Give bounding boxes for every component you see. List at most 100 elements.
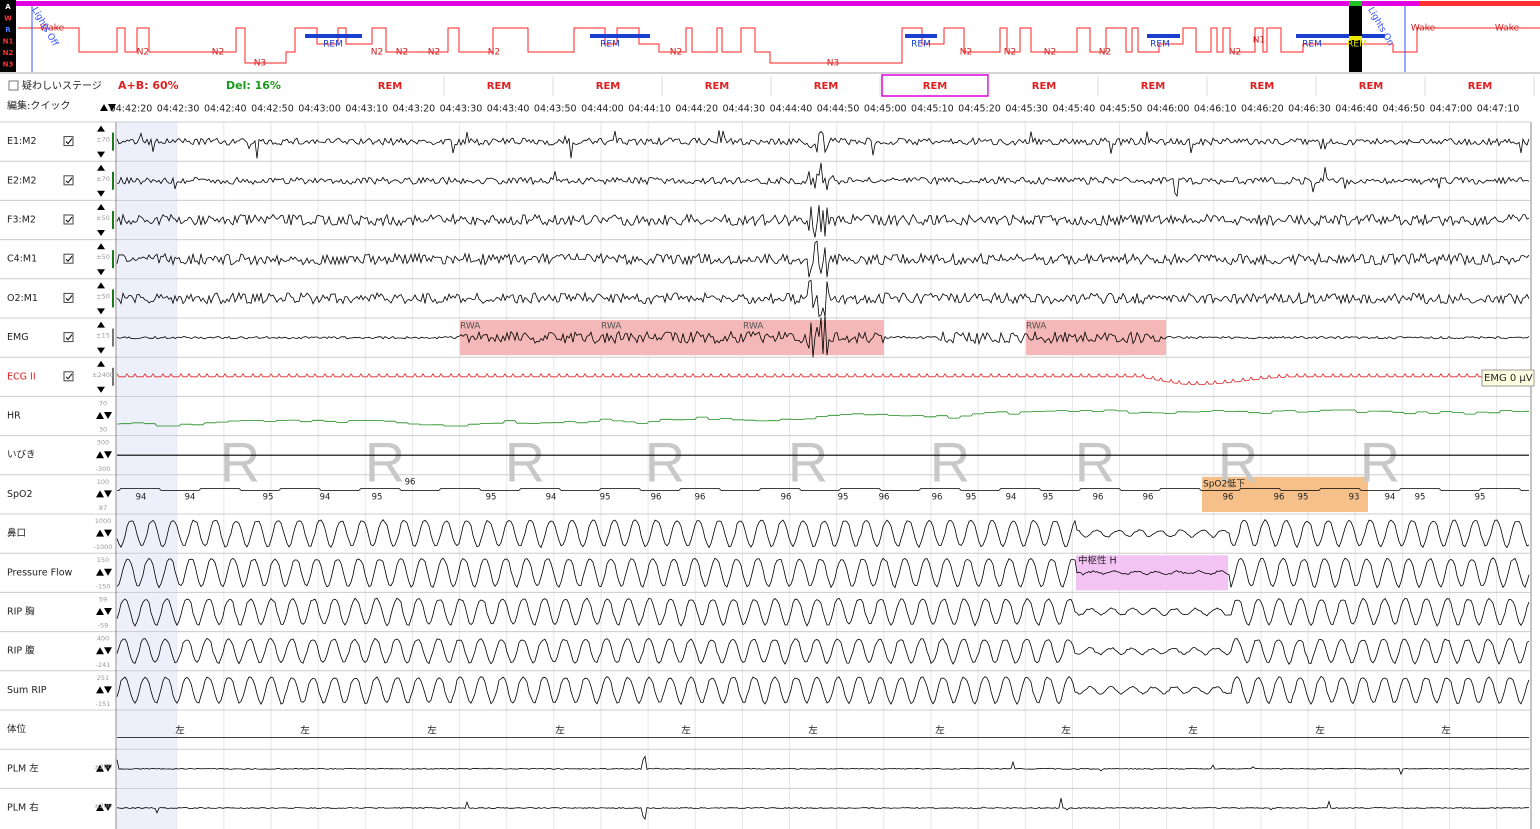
channel-scale: 1000 bbox=[95, 517, 112, 525]
scale-arrows[interactable] bbox=[96, 608, 112, 615]
scale-arrows[interactable] bbox=[96, 490, 112, 498]
epoch-stage[interactable]: REM bbox=[923, 81, 948, 92]
channel-name: HR bbox=[7, 411, 21, 422]
time-scroll-arrows[interactable] bbox=[100, 104, 116, 111]
scale-up[interactable] bbox=[97, 164, 105, 171]
channel-scale: 300 bbox=[97, 439, 109, 447]
scale-up[interactable] bbox=[97, 243, 105, 250]
channel-color bbox=[112, 171, 114, 190]
position-label: 左 bbox=[175, 725, 185, 737]
time-label: 04:42:20 bbox=[110, 104, 153, 115]
stage-key: W bbox=[4, 15, 12, 23]
scale-up[interactable] bbox=[97, 125, 105, 132]
signal-trace bbox=[116, 597, 1530, 627]
epoch-stage[interactable]: REM bbox=[814, 81, 839, 92]
channel-name: C4:M1 bbox=[7, 254, 37, 265]
scale-arrows[interactable] bbox=[96, 647, 112, 655]
epoch-stage[interactable]: REM bbox=[1032, 81, 1057, 92]
hypnogram-cursor-mark bbox=[1349, 36, 1362, 40]
spo2-value: 95 bbox=[966, 493, 977, 503]
hypnogram-label: N2 bbox=[1004, 48, 1016, 58]
time-label: 04:45:50 bbox=[1100, 104, 1143, 115]
spo2-value: 95 bbox=[1415, 493, 1426, 503]
scale-arrows[interactable] bbox=[96, 568, 112, 576]
position-label: 左 bbox=[808, 725, 818, 737]
spo2-value: 96 bbox=[1143, 493, 1154, 503]
scale-up[interactable] bbox=[97, 321, 105, 328]
scale-arrows[interactable] bbox=[96, 451, 112, 459]
hypnogram-label: N2 bbox=[670, 48, 682, 58]
time-label: 04:47:10 bbox=[1477, 104, 1520, 115]
scale-arrows[interactable] bbox=[96, 412, 112, 419]
scale-up[interactable] bbox=[97, 204, 105, 210]
scale-down[interactable] bbox=[97, 269, 105, 276]
epoch-stage[interactable]: REM bbox=[1468, 81, 1493, 92]
scale-arrows[interactable] bbox=[96, 529, 112, 537]
time-label: 04:46:30 bbox=[1288, 104, 1331, 115]
scale-down[interactable] bbox=[97, 190, 105, 197]
position-label: 左 bbox=[555, 725, 565, 737]
epoch-stage[interactable]: REM bbox=[1359, 81, 1384, 92]
epoch-stage[interactable]: REM bbox=[487, 81, 512, 92]
cursor-top bbox=[1349, 1, 1362, 6]
time-label: 04:44:40 bbox=[770, 104, 813, 115]
time-label: 04:45:00 bbox=[864, 104, 907, 115]
scale-up[interactable] bbox=[97, 360, 105, 367]
scale-down[interactable] bbox=[97, 308, 105, 315]
hypopnea-label: 中枢性 H bbox=[1078, 555, 1117, 567]
channel-checkbox[interactable] bbox=[63, 136, 74, 147]
hypnogram-label: REM bbox=[911, 40, 931, 50]
channel-checkbox[interactable] bbox=[63, 214, 74, 225]
stage-watermark: R bbox=[930, 431, 970, 494]
rwa-label: RWA bbox=[743, 322, 764, 332]
spo2-value: 95 bbox=[1475, 493, 1486, 503]
questionable-checkbox[interactable] bbox=[8, 80, 19, 91]
time-label: 04:46:40 bbox=[1335, 104, 1378, 115]
channel-name: E2:M2 bbox=[7, 175, 37, 186]
check bbox=[65, 295, 73, 302]
channel-checkbox[interactable] bbox=[63, 175, 74, 186]
spo2-value: 95 bbox=[263, 493, 274, 503]
spo2-value: 94 bbox=[136, 493, 147, 503]
time-label: 04:47:00 bbox=[1430, 104, 1473, 115]
channel-color bbox=[112, 132, 114, 151]
channel-checkbox[interactable] bbox=[63, 332, 74, 343]
spo2-value: 96 bbox=[405, 478, 416, 488]
position-label: 左 bbox=[1061, 725, 1071, 737]
position-label: 左 bbox=[935, 725, 945, 737]
wake-top bbox=[1420, 1, 1540, 6]
time-label: 04:45:20 bbox=[958, 104, 1001, 115]
scale-arrows[interactable] bbox=[96, 686, 112, 694]
spo2-value: 96 bbox=[1093, 493, 1104, 503]
channel-scale: 100 bbox=[97, 478, 109, 486]
scale-arrows[interactable] bbox=[96, 764, 112, 772]
channel-checkbox[interactable] bbox=[63, 253, 74, 264]
hypnogram-label: REM bbox=[1150, 40, 1170, 50]
scale-arrows[interactable] bbox=[96, 804, 112, 811]
channel-checkbox[interactable] bbox=[63, 371, 74, 382]
channel-checkbox[interactable] bbox=[63, 292, 74, 303]
scale-down[interactable] bbox=[97, 151, 105, 158]
scale-down[interactable] bbox=[97, 386, 105, 393]
time-label: 04:45:10 bbox=[911, 104, 954, 115]
channel-scale: ±200 bbox=[94, 763, 112, 771]
position-label: 左 bbox=[300, 725, 310, 737]
epoch-stage[interactable]: REM bbox=[1250, 81, 1275, 92]
scale-down[interactable] bbox=[97, 230, 105, 236]
stage-key: R bbox=[5, 26, 11, 34]
epoch-stage[interactable]: REM bbox=[596, 81, 621, 92]
scale-up[interactable] bbox=[97, 282, 105, 289]
epoch-stage[interactable]: REM bbox=[705, 81, 730, 92]
rem-bar bbox=[590, 34, 650, 38]
channel-scale: -59 bbox=[98, 622, 109, 630]
epoch-stage[interactable]: REM bbox=[1141, 81, 1166, 92]
hypnogram-label: REM bbox=[600, 40, 620, 50]
epoch-stage[interactable]: REM bbox=[378, 81, 403, 92]
signal-trace bbox=[116, 205, 1530, 238]
edit-mode: 編集:クイック bbox=[7, 99, 70, 112]
scale-down[interactable] bbox=[97, 347, 105, 354]
check bbox=[65, 255, 73, 262]
channel-name: E1:M2 bbox=[7, 136, 37, 147]
spo2-value: 93 bbox=[1349, 493, 1360, 503]
